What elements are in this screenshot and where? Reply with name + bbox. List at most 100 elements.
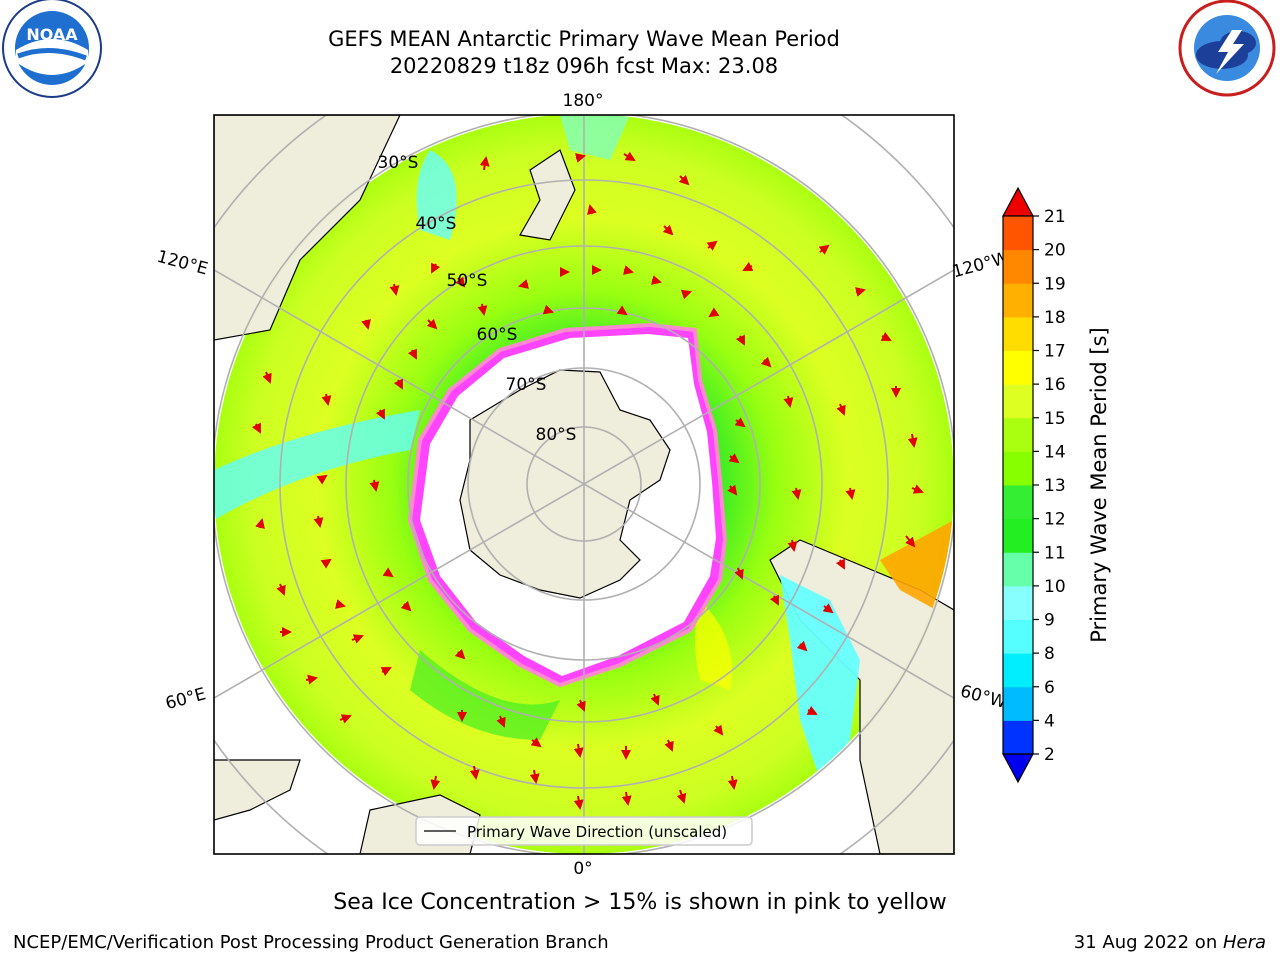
wave-arrow <box>706 240 718 251</box>
sea-ice-note: Sea Ice Concentration > 15% is shown in … <box>333 890 947 915</box>
wave-arrow <box>735 334 745 346</box>
wave-arrow <box>251 422 261 434</box>
wave-arrow <box>822 603 834 614</box>
wave-arrow <box>911 484 924 494</box>
wave-arrow <box>783 395 794 408</box>
colorbar-ticks: 2 4 6 8 9 10 11 12 13 14 15 16 17 18 19 20 21 <box>1033 207 1066 765</box>
wave-arrow <box>708 307 720 318</box>
wave-arrow <box>276 583 286 596</box>
wave-arrow <box>576 699 586 712</box>
colorbar: 2 4 6 8 9 10 11 12 13 14 15 16 17 18 19 20 21 Primary Wa… <box>1001 186 1111 784</box>
colorbar-tick-label: 18 <box>1044 308 1066 328</box>
wave-arrow <box>676 789 687 804</box>
wave-arrow <box>389 283 400 296</box>
wave-arrow <box>616 305 628 316</box>
wave-arrow <box>678 174 690 186</box>
colorbar-extend-high <box>1001 186 1035 217</box>
lat-label-30s: 30°S <box>378 153 419 173</box>
colorbar-bin <box>1003 249 1033 284</box>
wave-arrow <box>727 484 738 496</box>
wave-arrow <box>321 393 332 406</box>
wave-arrow <box>664 739 674 752</box>
wave-arrow <box>680 289 692 300</box>
wave-arrow <box>382 567 394 578</box>
colorbar-label: Primary Wave Mean Period [s] <box>1087 327 1111 643</box>
noaa-logo-text: NOAA <box>26 25 78 44</box>
wave-arrow <box>796 640 808 652</box>
wave-arrow <box>734 417 746 428</box>
colorbar-tick-label: 16 <box>1044 375 1066 395</box>
wave-arrow <box>806 705 818 715</box>
wave-arrow <box>575 153 586 163</box>
lat-label-40s: 40°S <box>416 214 457 234</box>
wave-arrow <box>587 204 597 215</box>
wave-arrow <box>431 262 441 274</box>
wave-arrow <box>713 724 724 736</box>
lon-label-60e: 60°E <box>163 684 208 714</box>
colorbar-bin <box>1003 653 1033 688</box>
title-line-2: 20220829 t18z 096h fcst Max: 23.08 <box>389 54 779 78</box>
colorbar-tick-label: 10 <box>1044 577 1066 597</box>
wave-arrow <box>728 453 740 464</box>
wave-arrow <box>407 348 417 360</box>
wave-arrow <box>621 791 632 806</box>
footer-host: Hera <box>1222 932 1266 953</box>
wave-arrow <box>573 795 584 810</box>
colorbar-tick-label: 8 <box>1044 644 1055 664</box>
wave-arrow <box>529 769 540 784</box>
wave-arrow <box>430 775 441 790</box>
wave-arrow <box>369 479 380 492</box>
wave-arrow <box>573 743 584 758</box>
wave-arrow <box>787 539 798 552</box>
wave-arrow <box>734 567 744 580</box>
graticule <box>214 115 954 854</box>
wave-arrow <box>335 599 346 609</box>
wave-arrow <box>479 156 490 171</box>
wave-arrow <box>742 261 754 271</box>
colorbar-bin <box>1003 518 1033 553</box>
colorbar-tick-label: 9 <box>1044 611 1055 631</box>
colorbar-bin <box>1003 485 1033 520</box>
lon-label-120w: 120°W <box>950 248 1011 282</box>
footer-date: 31 Aug 2022 on Hera <box>1074 932 1266 953</box>
colorbar-bin <box>1003 720 1033 755</box>
colorbar-bin <box>1003 350 1033 385</box>
wave-arrow <box>530 737 542 748</box>
lon-label-60w: 60°W <box>958 681 1009 713</box>
wave-arrow <box>542 304 554 315</box>
wave-arrow <box>650 693 660 706</box>
wave-arrow <box>339 714 352 724</box>
wave-arrow <box>760 356 772 368</box>
wave-arrow <box>455 276 466 288</box>
colorbar-tick-label: 12 <box>1044 510 1066 530</box>
wave-arrow <box>835 558 845 570</box>
lat-label-80s: 80°S <box>536 425 577 445</box>
legend-label: Primary Wave Direction (unscaled) <box>467 823 727 841</box>
lat-label-60s: 60°S <box>477 325 518 345</box>
colorbar-tick-label: 4 <box>1044 711 1055 731</box>
map-legend: Primary Wave Direction (unscaled) <box>415 816 753 846</box>
wave-arrow <box>907 433 918 448</box>
lat-label-50s: 50°S <box>447 271 488 291</box>
nws-logo <box>1178 0 1276 97</box>
wave-arrow <box>623 151 636 162</box>
noaa-logo: NOAA <box>2 0 102 98</box>
wave-arrow <box>836 403 846 416</box>
wave-arrow <box>818 244 830 255</box>
wave-arrow <box>351 634 364 644</box>
footer-credit: NCEP/EMC/Verification Post Processing Pr… <box>13 932 609 953</box>
wave-arrow <box>469 765 480 780</box>
colorbar-tick-label: 11 <box>1044 543 1066 563</box>
wave-arrow <box>320 558 332 569</box>
wave-arrow <box>477 303 488 316</box>
wave-arrow <box>623 265 634 275</box>
colorbar-bin <box>1003 451 1033 486</box>
lon-label-0: 0° <box>573 859 592 879</box>
lon-label-180: 180° <box>563 91 604 111</box>
wave-arrow <box>651 275 662 285</box>
wave-arrow <box>380 667 392 677</box>
wave-direction-arrows <box>251 151 924 810</box>
lon-label-120e: 120°E <box>155 247 210 280</box>
wave-arrow <box>400 600 412 612</box>
